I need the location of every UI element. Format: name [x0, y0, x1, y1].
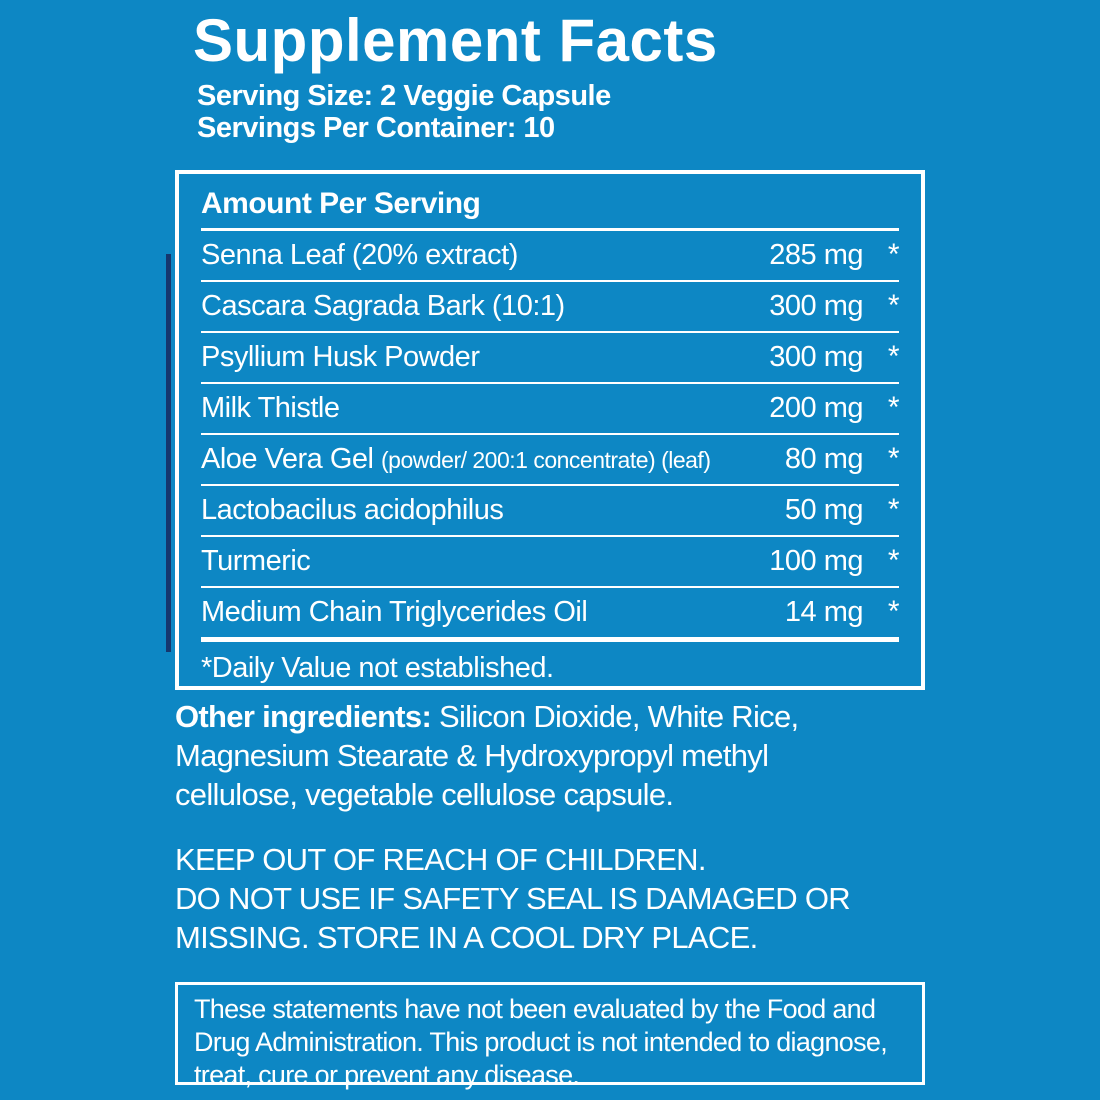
table-row: Senna Leaf (20% extract) 285 mg *	[201, 231, 900, 282]
fda-disclaimer-line2: Drug Administration. This product is not…	[194, 1027, 888, 1057]
ingredient-name: Cascara Sagrada Bark (10:1)	[201, 290, 565, 322]
daily-value-asterisk: *	[887, 544, 900, 577]
warnings: KEEP OUT OF REACH OF CHILDREN. DO NOT US…	[175, 840, 851, 957]
table-row: Psyllium Husk Powder 300 mg *	[201, 333, 900, 384]
other-ingredients: Other ingredients: Silicon Dioxide, Whit…	[175, 697, 905, 814]
daily-value-asterisk: *	[887, 442, 900, 475]
ingredient-amount: 80 mg	[784, 443, 864, 475]
ingredient-name-main: Aloe Vera Gel	[201, 443, 374, 475]
ingredient-name: Senna Leaf (20% extract)	[201, 239, 518, 271]
page-title: Supplement Facts	[193, 7, 718, 74]
ingredient-name: Aloe Vera Gel (powder/ 200:1 concentrate…	[201, 443, 763, 476]
other-ingredients-line2: Magnesium Stearate & Hydroxypropyl methy…	[175, 738, 769, 773]
serving-size: Serving Size: 2 Veggie Capsule	[197, 80, 611, 112]
ingredient-amount: 100 mg	[769, 545, 863, 577]
ingredient-amount: 14 mg	[784, 596, 864, 628]
daily-value-asterisk: *	[887, 238, 900, 271]
serving-info: Serving Size: 2 Veggie Capsule Servings …	[197, 80, 611, 144]
warning-safety-seal-line1: DO NOT USE IF SAFETY SEAL IS DAMAGED OR	[175, 881, 851, 916]
ingredient-name: Lactobacilus acidophilus	[201, 494, 504, 526]
ingredient-name: Psyllium Husk Powder	[201, 341, 480, 373]
table-row: Cascara Sagrada Bark (10:1) 300 mg *	[201, 282, 900, 333]
ingredient-name: Medium Chain Triglycerides Oil	[201, 596, 588, 628]
daily-value-asterisk: *	[887, 289, 900, 322]
warning-children: KEEP OUT OF REACH OF CHILDREN.	[175, 842, 706, 877]
ingredient-amount: 285 mg	[769, 239, 863, 271]
table-row: Milk Thistle 200 mg *	[201, 384, 900, 435]
daily-value-asterisk: *	[887, 391, 900, 424]
table-row: Lactobacilus acidophilus 50 mg *	[201, 486, 900, 537]
table-row: Medium Chain Triglycerides Oil 14 mg *	[201, 588, 900, 642]
servings-per-container: Servings Per Container: 10	[197, 112, 555, 144]
ingredient-note: (powder/ 200:1 concentrate) (leaf)	[381, 447, 711, 473]
daily-value-asterisk: *	[887, 595, 900, 628]
ingredient-amount: 200 mg	[769, 392, 863, 424]
fda-disclaimer-line3: treat, cure or prevent any disease.	[194, 1060, 580, 1090]
ingredient-amount: 300 mg	[769, 290, 863, 322]
warning-safety-seal-line2: MISSING. STORE IN A COOL DRY PLACE.	[175, 920, 758, 955]
daily-value-asterisk: *	[887, 493, 900, 526]
ingredient-amount: 300 mg	[769, 341, 863, 373]
supplement-facts-panel: Amount Per Serving Senna Leaf (20% extra…	[175, 170, 925, 690]
other-ingredients-line3: cellulose, vegetable cellulose capsule.	[175, 777, 674, 812]
fda-disclaimer-box: These statements have not been evaluated…	[175, 982, 925, 1090]
daily-value-footnote: *Daily Value not established.	[201, 652, 554, 684]
other-ingredients-line1-rest: Silicon Dioxide, White Rice,	[431, 699, 799, 734]
ingredient-name: Milk Thistle	[201, 392, 340, 424]
other-ingredients-label: Other ingredients:	[175, 699, 432, 734]
navy-accent-line	[166, 254, 171, 652]
fda-disclaimer-line1: These statements have not been evaluated…	[194, 994, 876, 1024]
other-ingredients-line1: Other ingredients: Silicon Dioxide, Whit…	[175, 697, 905, 736]
ingredient-amount: 50 mg	[784, 494, 864, 526]
amount-per-serving-header: Amount Per Serving	[201, 187, 899, 231]
table-row: Turmeric 100 mg *	[201, 537, 900, 588]
table-row: Aloe Vera Gel (powder/ 200:1 concentrate…	[201, 435, 900, 486]
ingredient-name: Turmeric	[201, 545, 311, 577]
daily-value-asterisk: *	[887, 340, 900, 373]
